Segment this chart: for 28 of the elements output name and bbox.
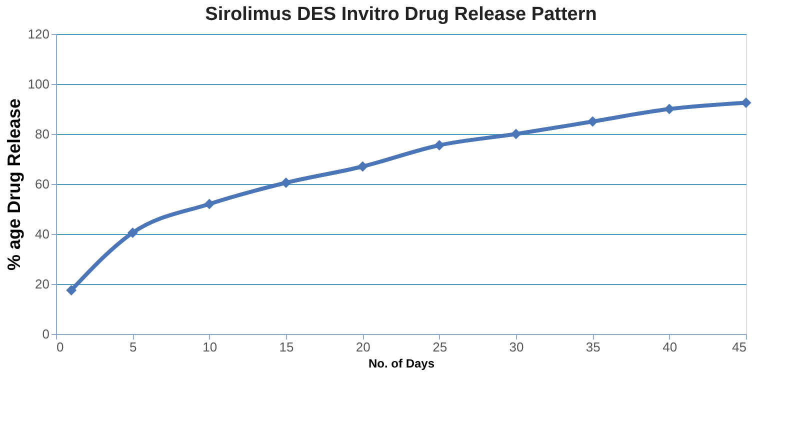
y-tick-label: 60 xyxy=(35,176,50,192)
y-tick-label: 80 xyxy=(35,126,50,142)
point xyxy=(127,228,138,238)
point xyxy=(357,161,368,172)
x-tick-label: 5 xyxy=(130,340,137,354)
x-tick-label: 15 xyxy=(279,340,294,354)
y-tick-label: 20 xyxy=(35,276,50,292)
y-tick-label: 120 xyxy=(28,26,50,42)
point xyxy=(510,128,522,140)
y-tick-label: 100 xyxy=(28,76,50,92)
x-tick-label: 10 xyxy=(202,340,218,354)
y-tick-label: 40 xyxy=(35,226,50,242)
point xyxy=(280,178,292,188)
point xyxy=(434,140,445,150)
y-axis-title: % age Drug Release xyxy=(4,98,24,271)
x-tick-label: 35 xyxy=(586,340,600,354)
point xyxy=(204,198,215,210)
x-tick-label: 20 xyxy=(356,340,370,354)
x-tick-label: 25 xyxy=(432,340,448,354)
x-axis-title: No. of Days xyxy=(368,356,435,370)
chart-title: Sirolimus DES Invitro Drug Release Pattern xyxy=(205,4,597,25)
point xyxy=(66,285,77,296)
x-tick-label: 40 xyxy=(662,340,678,354)
x-tick-label: 30 xyxy=(509,340,524,354)
point xyxy=(587,116,598,127)
x-tick-label: 45 xyxy=(732,340,746,354)
y-tick-label: 0 xyxy=(42,326,50,342)
x-tick-label: 0 xyxy=(56,340,64,354)
